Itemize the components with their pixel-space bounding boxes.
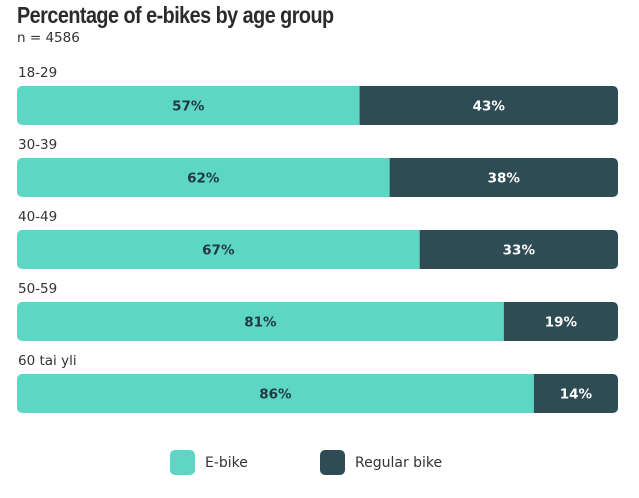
bar-segment-regular-bike [419, 230, 618, 269]
data-label: 19% [545, 315, 578, 331]
bar-segment-ebike [17, 158, 390, 197]
legend-item-regular-bike: Regular bike [320, 450, 442, 475]
category-label: 18-29 [18, 65, 57, 81]
bar-segment-regular-bike [503, 302, 618, 341]
data-label: 86% [259, 387, 292, 403]
data-label: 33% [503, 243, 536, 259]
legend-item-ebike: E-bike [170, 450, 248, 475]
bar-segment-ebike [17, 302, 504, 341]
stacked-bar-chart: 18-29 57% 43% 30-39 62% 38% 40-49 67% 33% 50-59 81… [17, 65, 618, 413]
bar-segment-ebike [17, 230, 420, 269]
data-label: 81% [244, 315, 277, 331]
chart-title: Percentage of e-bikes by age group [17, 2, 334, 28]
bar-segment-ebike [17, 86, 360, 125]
data-label: 57% [172, 99, 205, 115]
bar-segment-regular-bike [359, 86, 618, 125]
data-label: 14% [560, 387, 593, 403]
legend-label-ebike: E-bike [205, 454, 248, 471]
bar-segment-regular-bike [389, 158, 618, 197]
category-label: 60 tai yli [18, 353, 77, 369]
data-label: 43% [473, 99, 506, 115]
legend-swatch-ebike [170, 450, 195, 475]
chart-subtitle: n = 4586 [17, 30, 80, 46]
category-label: 50-59 [18, 281, 57, 297]
data-label: 67% [202, 243, 235, 259]
category-label: 30-39 [18, 137, 57, 153]
bar-segment-ebike [17, 374, 534, 413]
data-label: 62% [187, 171, 220, 187]
bar-segment-regular-bike [533, 374, 618, 413]
legend-swatch-regular-bike [320, 450, 345, 475]
category-label: 40-49 [18, 209, 57, 225]
data-label: 38% [488, 171, 521, 187]
legend-label-regular-bike: Regular bike [355, 454, 443, 471]
